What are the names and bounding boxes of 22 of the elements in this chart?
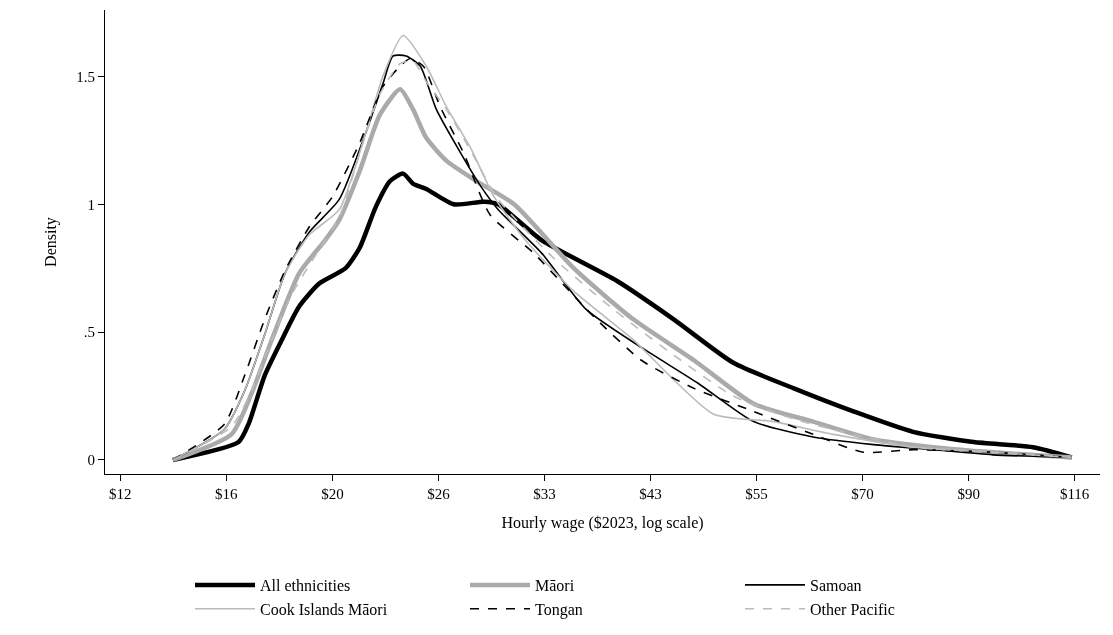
legend-label: Samoan: [810, 577, 862, 595]
legend-label: Other Pacific: [810, 600, 895, 618]
x-tick-label: $16: [215, 486, 239, 502]
y-tick-label: 0: [87, 452, 95, 469]
y-tick-label: .5: [83, 324, 95, 341]
x-axis-title: Hourly wage ($2023, log scale): [501, 513, 704, 532]
legend-label: Māori: [535, 577, 575, 595]
x-tick-label: $55: [745, 486, 768, 502]
x-tick-label: $116: [1059, 486, 1090, 502]
legend-label: Cook Islands Māori: [260, 600, 388, 618]
legend-label: All ethnicities: [260, 577, 351, 595]
x-tick-label: $90: [957, 486, 980, 502]
legend-label: Tongan: [535, 600, 583, 619]
x-tick-label: $26: [427, 486, 451, 502]
x-tick-label: $12: [108, 486, 132, 502]
x-tick-label: $43: [639, 486, 662, 502]
y-tick-label: 1: [87, 196, 95, 213]
x-tick-label: $70: [851, 486, 874, 502]
x-tick-label: $33: [533, 486, 556, 502]
x-tick-label: $20: [321, 486, 344, 502]
y-axis-title: Density: [42, 217, 61, 267]
y-tick-label: 1.5: [76, 68, 95, 85]
